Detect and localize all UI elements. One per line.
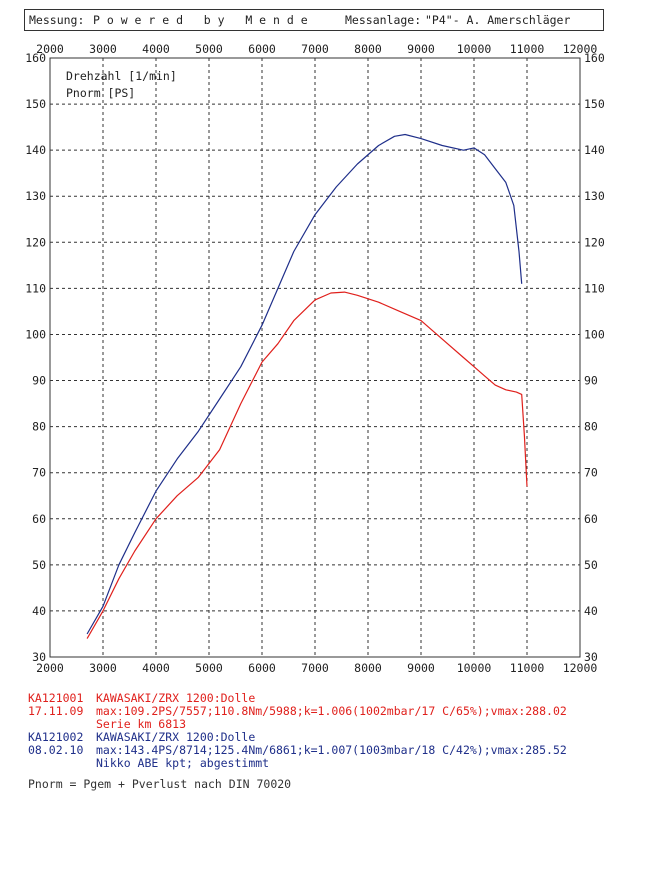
grid — [50, 58, 580, 657]
tick-label-y-left: 80 — [32, 420, 46, 434]
series — [86, 133, 528, 639]
tick-label-x-top: 3000 — [89, 42, 117, 56]
tick-label-y-right: 70 — [584, 466, 598, 480]
tick-label-x-top: 11000 — [510, 42, 545, 56]
tick-label-x-bottom: 11000 — [510, 661, 545, 675]
tick-label-x-bottom: 2000 — [36, 661, 64, 675]
measurement-label: Messung: — [29, 13, 85, 27]
tick-label-y-right: 110 — [584, 281, 605, 295]
run-info: KA121001 17.11.09KAWASAKI/ZRX 1200:Dolle m… — [28, 692, 567, 770]
tick-label-x-bottom: 8000 — [354, 661, 382, 675]
tick-label-x-top: 5000 — [195, 42, 223, 56]
measurement-value: P o w e r e d b y M e n d e — [93, 13, 308, 27]
tick-label-y-right: 80 — [584, 420, 598, 434]
tick-label-y-left: 110 — [25, 281, 46, 295]
tick-label-x-top: 2000 — [36, 42, 64, 56]
tick-label-x-top: 12000 — [563, 42, 598, 56]
tick-label-x-top: 6000 — [248, 42, 276, 56]
series-line-1 — [86, 133, 523, 635]
tick-label-y-left: 150 — [25, 97, 46, 111]
run-block-1: KA121001 17.11.09 KAWASAKI/ZRX 1200:Dolle m… — [28, 692, 567, 731]
tick-label-y-left: 60 — [32, 512, 46, 526]
tick-label-x-bottom: 10000 — [457, 661, 492, 675]
tick-label-y-left: 160 — [25, 51, 46, 65]
run-vehicle: KAWASAKI/ZRX 1200:Dolle — [96, 730, 256, 744]
tick-label-x-top: 7000 — [301, 42, 329, 56]
test-bench-label: Messanlage: — [345, 13, 422, 27]
tick-label-x-top: 9000 — [407, 42, 435, 56]
run-block-2: KA121002 08.02.10 KAWASAKI/ZRX 1200:Dolle m… — [28, 731, 567, 770]
tick-label-y-left: 70 — [32, 466, 46, 480]
tick-label-x-bottom: 3000 — [89, 661, 117, 675]
run-date: 17.11.09 — [28, 704, 84, 718]
tick-label-y-left: 90 — [32, 374, 46, 388]
run-vehicle: KAWASAKI/ZRX 1200:Dolle — [96, 691, 256, 705]
tick-label-y-right: 160 — [584, 51, 605, 65]
series-line-2 — [86, 291, 528, 639]
tick-label-y-left: 40 — [32, 604, 46, 618]
plot-frame — [49, 57, 581, 658]
run-id: KA121001 — [28, 691, 84, 705]
legend-xlabel: Drehzahl [1/min] — [66, 69, 177, 83]
test-bench-value: "P4"- A. Amerschläger — [425, 13, 571, 27]
tick-label-y-right: 60 — [584, 512, 598, 526]
tick-label-x-bottom: 5000 — [195, 661, 223, 675]
run-date: 08.02.10 — [28, 743, 84, 757]
tick-label-y-right: 120 — [584, 235, 605, 249]
run-note: Serie km 6813 — [96, 717, 187, 731]
tick-label-y-right: 30 — [584, 650, 598, 664]
tick-label-y-left: 140 — [25, 143, 46, 157]
tick-label-x-top: 4000 — [142, 42, 170, 56]
tick-label-x-bottom: 4000 — [142, 661, 170, 675]
tick-label-x-top: 8000 — [354, 42, 382, 56]
tick-label-y-right: 40 — [584, 604, 598, 618]
footnote: Pnorm = Pgem + Pverlust nach DIN 70020 — [28, 777, 292, 791]
legend-ylabel: Pnorm [PS] — [66, 86, 136, 100]
tick-label-y-left: 50 — [32, 558, 46, 572]
tick-label-x-bottom: 12000 — [563, 661, 598, 675]
run-max: max:109.2PS/7557;110.8Nm/5988;k=1.006(10… — [96, 704, 567, 718]
axis-ticks: 2000 2000 3000 3000 4000 4000 5000 5000 6000 6000… — [25, 42, 605, 675]
tick-label-y-right: 100 — [584, 327, 605, 341]
tick-label-y-left: 120 — [25, 235, 46, 249]
tick-label-y-left: 130 — [25, 189, 46, 203]
tick-label-y-right: 140 — [584, 143, 605, 157]
tick-label-x-top: 10000 — [457, 42, 492, 56]
tick-label-y-right: 130 — [584, 189, 605, 203]
tick-label-y-right: 50 — [584, 558, 598, 572]
tick-label-y-right: 90 — [584, 374, 598, 388]
tick-label-x-bottom: 6000 — [248, 661, 276, 675]
tick-label-y-right: 150 — [584, 97, 605, 111]
run-max: max:143.4PS/8714;125.4Nm/6861;k=1.007(10… — [96, 743, 567, 757]
tick-label-x-bottom: 9000 — [407, 661, 435, 675]
tick-label-y-left: 30 — [32, 650, 46, 664]
measurement-header: Messung: P o w e r e d b y M e n d e Mes… — [24, 9, 604, 31]
tick-label-x-bottom: 7000 — [301, 661, 329, 675]
tick-label-y-left: 100 — [25, 327, 46, 341]
run-note: Nikko ABE kpt; abgestimmt — [96, 756, 270, 770]
run-id: KA121002 — [28, 730, 84, 744]
